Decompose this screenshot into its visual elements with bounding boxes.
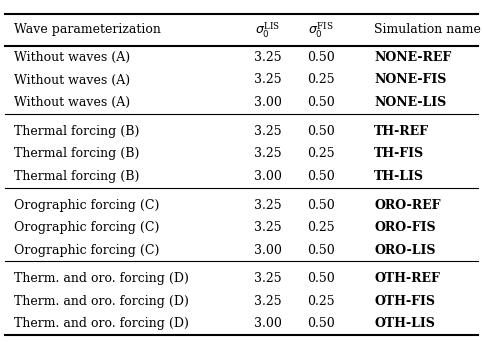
Text: $\sigma_0^{\mathregular{FIS}}$: $\sigma_0^{\mathregular{FIS}}$	[309, 20, 334, 40]
Text: 0.50: 0.50	[307, 272, 335, 285]
Text: ORO-LIS: ORO-LIS	[374, 244, 436, 256]
Text: Wave parameterization: Wave parameterization	[14, 23, 161, 37]
Text: Simulation name: Simulation name	[374, 23, 481, 37]
Text: 0.25: 0.25	[307, 74, 335, 87]
Text: NONE-FIS: NONE-FIS	[374, 74, 447, 87]
Text: TH-FIS: TH-FIS	[374, 147, 425, 160]
Text: 0.50: 0.50	[307, 170, 335, 183]
Text: 0.50: 0.50	[307, 96, 335, 109]
Text: 0.25: 0.25	[307, 221, 335, 234]
Text: Without waves (A): Without waves (A)	[14, 51, 130, 64]
Text: NONE-REF: NONE-REF	[374, 51, 452, 64]
Text: Therm. and oro. forcing (D): Therm. and oro. forcing (D)	[14, 317, 189, 330]
Text: 0.50: 0.50	[307, 244, 335, 256]
Text: 3.00: 3.00	[254, 317, 282, 330]
Text: Therm. and oro. forcing (D): Therm. and oro. forcing (D)	[14, 295, 189, 308]
Text: 3.25: 3.25	[254, 295, 282, 308]
Text: ORO-REF: ORO-REF	[374, 198, 441, 211]
Text: 0.25: 0.25	[307, 147, 335, 160]
Text: Orographic forcing (C): Orographic forcing (C)	[14, 198, 160, 211]
Text: 3.25: 3.25	[254, 147, 282, 160]
Text: 3.25: 3.25	[254, 221, 282, 234]
Text: 0.50: 0.50	[307, 317, 335, 330]
Text: Thermal forcing (B): Thermal forcing (B)	[14, 147, 140, 160]
Text: 3.00: 3.00	[254, 244, 282, 256]
Text: 3.00: 3.00	[254, 96, 282, 109]
Text: $\sigma_0^{\mathregular{LIS}}$: $\sigma_0^{\mathregular{LIS}}$	[256, 20, 281, 40]
Text: TH-LIS: TH-LIS	[374, 170, 425, 183]
Text: OTH-LIS: OTH-LIS	[374, 317, 435, 330]
Text: Without waves (A): Without waves (A)	[14, 96, 130, 109]
Text: Thermal forcing (B): Thermal forcing (B)	[14, 170, 140, 183]
Text: 0.50: 0.50	[307, 51, 335, 64]
Text: Orographic forcing (C): Orographic forcing (C)	[14, 221, 160, 234]
Text: 0.25: 0.25	[307, 295, 335, 308]
Text: ORO-FIS: ORO-FIS	[374, 221, 436, 234]
Text: Thermal forcing (B): Thermal forcing (B)	[14, 125, 140, 138]
Text: Without waves (A): Without waves (A)	[14, 74, 130, 87]
Text: 0.50: 0.50	[307, 125, 335, 138]
Text: OTH-REF: OTH-REF	[374, 272, 440, 285]
Text: 3.25: 3.25	[254, 51, 282, 64]
Text: Therm. and oro. forcing (D): Therm. and oro. forcing (D)	[14, 272, 189, 285]
Text: 3.25: 3.25	[254, 74, 282, 87]
Text: OTH-FIS: OTH-FIS	[374, 295, 435, 308]
Text: 3.25: 3.25	[254, 198, 282, 211]
Text: 3.00: 3.00	[254, 170, 282, 183]
Text: 0.50: 0.50	[307, 198, 335, 211]
Text: NONE-LIS: NONE-LIS	[374, 96, 447, 109]
Text: 3.25: 3.25	[254, 272, 282, 285]
Text: TH-REF: TH-REF	[374, 125, 429, 138]
Text: 3.25: 3.25	[254, 125, 282, 138]
Text: Orographic forcing (C): Orographic forcing (C)	[14, 244, 160, 256]
